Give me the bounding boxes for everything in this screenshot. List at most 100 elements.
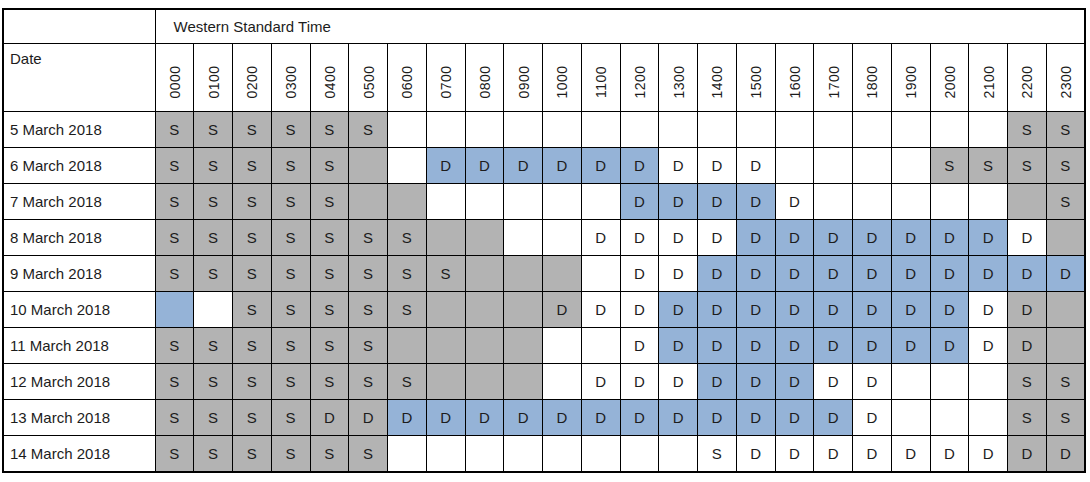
hour-header-0500: 0500 xyxy=(349,44,388,112)
work-rest-schedule-page: Western Standard Time Date 0000010002000… xyxy=(0,0,1090,482)
hour-label: 0700 xyxy=(438,65,454,98)
work-rest-schedule-table: Western Standard Time Date 0000010002000… xyxy=(2,8,1086,473)
schedule-cell-0300: S xyxy=(271,364,310,400)
schedule-cell-1900: D xyxy=(891,256,930,292)
schedule-cell-0200: S xyxy=(233,400,272,436)
schedule-cell-1000 xyxy=(543,112,582,148)
schedule-cell-0200: S xyxy=(233,364,272,400)
schedule-cell-1600 xyxy=(775,112,814,148)
schedule-cell-0800: D xyxy=(465,148,504,184)
schedule-cell-0400: S xyxy=(310,436,349,473)
schedule-cell-0600: S xyxy=(388,292,427,328)
schedule-cell-0300: S xyxy=(271,436,310,473)
schedule-cell-0700 xyxy=(426,184,465,220)
schedule-cell-2000: D xyxy=(930,220,969,256)
schedule-cell-1500: D xyxy=(736,400,775,436)
schedule-cell-0700: S xyxy=(426,256,465,292)
schedule-cell-0700 xyxy=(426,220,465,256)
schedule-cell-1500: D xyxy=(736,256,775,292)
schedule-cell-2300 xyxy=(1046,292,1085,328)
schedule-cell-0500: S xyxy=(349,328,388,364)
schedule-cell-2300: D xyxy=(1046,256,1085,292)
schedule-cell-1700: D xyxy=(814,436,853,473)
schedule-cell-0100: S xyxy=(194,328,233,364)
hour-header-0200: 0200 xyxy=(233,44,272,112)
date-cell: 12 March 2018 xyxy=(3,364,155,400)
schedule-cell-0900: D xyxy=(504,148,543,184)
schedule-cell-0100: S xyxy=(194,148,233,184)
schedule-cell-2300: S xyxy=(1046,364,1085,400)
date-cell: 14 March 2018 xyxy=(3,436,155,473)
hour-label: 2200 xyxy=(1019,65,1035,98)
schedule-cell-1900 xyxy=(891,400,930,436)
hour-label: 0500 xyxy=(360,65,376,98)
schedule-cell-0700: D xyxy=(426,148,465,184)
schedule-body: 5 March 2018SSSSSSSS6 March 2018SSSSSDDD… xyxy=(3,112,1085,473)
schedule-cell-0200: S xyxy=(233,220,272,256)
schedule-cell-1000 xyxy=(543,184,582,220)
schedule-cell-0700 xyxy=(426,292,465,328)
schedule-cell-1600: D xyxy=(775,292,814,328)
schedule-cell-1300: D xyxy=(659,328,698,364)
schedule-cell-0400: S xyxy=(310,184,349,220)
schedule-cell-0000: S xyxy=(155,220,194,256)
hour-header-0800: 0800 xyxy=(465,44,504,112)
schedule-cell-2200: D xyxy=(1008,256,1047,292)
schedule-cell-1400: D xyxy=(698,148,737,184)
hour-header-1300: 1300 xyxy=(659,44,698,112)
schedule-cell-1300: D xyxy=(659,256,698,292)
schedule-cell-0500: S xyxy=(349,292,388,328)
schedule-cell-1800: D xyxy=(853,256,892,292)
hour-header-1600: 1600 xyxy=(775,44,814,112)
date-cell: 13 March 2018 xyxy=(3,400,155,436)
schedule-cell-2000 xyxy=(930,112,969,148)
schedule-cell-1500: D xyxy=(736,364,775,400)
schedule-cell-0200: S xyxy=(233,148,272,184)
schedule-cell-1700 xyxy=(814,184,853,220)
schedule-cell-0400: S xyxy=(310,256,349,292)
hour-label: 0200 xyxy=(244,65,260,98)
date-cell: 10 March 2018 xyxy=(3,292,155,328)
schedule-row: 6 March 2018SSSSSDDDDDDDDDSSSS xyxy=(3,148,1085,184)
schedule-cell-2300: S xyxy=(1046,112,1085,148)
hour-label: 0800 xyxy=(476,65,492,98)
schedule-cell-1000 xyxy=(543,220,582,256)
schedule-row: 8 March 2018SSSSSSSDDDDDDDDDDDD xyxy=(3,220,1085,256)
schedule-cell-0500: S xyxy=(349,112,388,148)
schedule-cell-2000: D xyxy=(930,328,969,364)
hour-label: 1300 xyxy=(670,65,686,98)
schedule-cell-1900: D xyxy=(891,220,930,256)
schedule-cell-0300: S xyxy=(271,148,310,184)
schedule-cell-0000: S xyxy=(155,328,194,364)
schedule-cell-1300: D xyxy=(659,148,698,184)
schedule-cell-0400: S xyxy=(310,292,349,328)
schedule-cell-0000 xyxy=(155,292,194,328)
schedule-cell-1000 xyxy=(543,364,582,400)
schedule-cell-2300 xyxy=(1046,220,1085,256)
hour-header-0900: 0900 xyxy=(504,44,543,112)
schedule-cell-1200: D xyxy=(620,400,659,436)
date-column-header: Date xyxy=(3,44,155,112)
schedule-row: 10 March 2018SSSSSDDDDDDDDDDDDD xyxy=(3,292,1085,328)
schedule-cell-0100: S xyxy=(194,220,233,256)
schedule-cell-2300 xyxy=(1046,328,1085,364)
schedule-cell-0600: S xyxy=(388,220,427,256)
schedule-cell-1300: D xyxy=(659,220,698,256)
schedule-cell-0300: S xyxy=(271,256,310,292)
schedule-cell-1400: D xyxy=(698,400,737,436)
hour-header-0400: 0400 xyxy=(310,44,349,112)
schedule-cell-1800: D xyxy=(853,292,892,328)
schedule-cell-1400: D xyxy=(698,184,737,220)
schedule-cell-0200: S xyxy=(233,112,272,148)
schedule-cell-0500: S xyxy=(349,256,388,292)
hour-header-1100: 1100 xyxy=(581,44,620,112)
schedule-cell-2300: S xyxy=(1046,400,1085,436)
date-cell: 8 March 2018 xyxy=(3,220,155,256)
schedule-cell-0500 xyxy=(349,148,388,184)
schedule-cell-0400: S xyxy=(310,112,349,148)
schedule-cell-0800 xyxy=(465,436,504,473)
hour-header-2100: 2100 xyxy=(969,44,1008,112)
schedule-cell-0500: S xyxy=(349,364,388,400)
schedule-cell-0300: S xyxy=(271,220,310,256)
schedule-cell-2200: D xyxy=(1008,220,1047,256)
